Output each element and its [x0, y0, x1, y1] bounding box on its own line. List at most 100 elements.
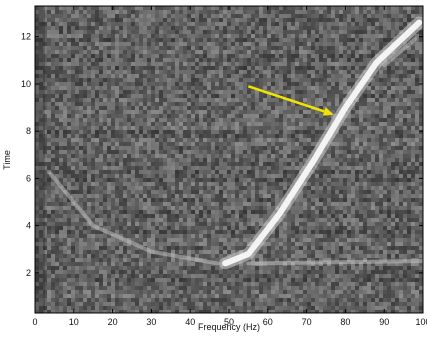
heatmap-cell — [271, 134, 275, 138]
heatmap-cell — [179, 10, 183, 14]
heatmap-cell — [171, 74, 175, 78]
heatmap-cell — [227, 94, 231, 98]
heatmap-cell — [231, 46, 235, 50]
heatmap-cell — [163, 114, 167, 118]
heatmap-cell — [419, 90, 423, 94]
heatmap-cell — [75, 198, 79, 202]
heatmap-cell — [187, 94, 191, 98]
heatmap-cell — [355, 38, 359, 42]
heatmap-cell — [143, 210, 147, 214]
heatmap-cell — [367, 22, 371, 26]
heatmap-cell — [163, 30, 167, 34]
heatmap-cell — [331, 6, 335, 10]
heatmap-cell — [323, 74, 327, 78]
heatmap-cell — [271, 82, 275, 86]
heatmap-cell — [135, 98, 139, 102]
heatmap-cell — [79, 78, 83, 82]
heatmap-cell — [159, 54, 163, 58]
heatmap-cell — [331, 206, 335, 210]
heatmap-cell — [247, 198, 251, 202]
heatmap-cell — [111, 102, 115, 106]
heatmap-cell — [371, 82, 375, 86]
heatmap-cell — [383, 114, 387, 118]
heatmap-cell — [163, 178, 167, 182]
heatmap-cell — [319, 30, 323, 34]
heatmap-cell — [115, 38, 119, 42]
heatmap-cell — [59, 62, 63, 66]
heatmap-cell — [211, 38, 215, 42]
heatmap-cell — [367, 174, 371, 178]
heatmap-cell — [299, 150, 303, 154]
heatmap-cell — [403, 194, 407, 198]
heatmap-cell — [403, 22, 407, 26]
heatmap-cell — [371, 78, 375, 82]
heatmap-cell — [279, 178, 283, 182]
heatmap-cell — [383, 186, 387, 190]
heatmap-cell — [323, 30, 327, 34]
heatmap-cell — [195, 50, 199, 54]
heatmap-cell — [347, 10, 351, 14]
heatmap-cell — [227, 46, 231, 50]
heatmap-cell — [351, 146, 355, 150]
heatmap-cell — [391, 134, 395, 138]
heatmap-cell — [407, 90, 411, 94]
heatmap-cell — [287, 74, 291, 78]
heatmap-cell — [179, 166, 183, 170]
heatmap-cell — [211, 58, 215, 62]
heatmap-cell — [111, 70, 115, 74]
heatmap-cell — [87, 106, 91, 110]
heatmap-cell — [339, 10, 343, 14]
heatmap-cell — [183, 6, 187, 10]
heatmap-cell — [275, 166, 279, 170]
heatmap-cell — [375, 158, 379, 162]
heatmap-cell — [51, 94, 55, 98]
heatmap-cell — [371, 202, 375, 206]
heatmap-cell — [63, 198, 67, 202]
heatmap-cell — [295, 154, 299, 158]
heatmap-cell — [335, 22, 339, 26]
heatmap-cell — [199, 66, 203, 70]
heatmap-cell — [151, 90, 155, 94]
heatmap-cell — [319, 106, 323, 110]
heatmap-cell — [387, 98, 391, 102]
heatmap-cell — [335, 74, 339, 78]
heatmap-cell — [167, 78, 171, 82]
heatmap-cell — [223, 178, 227, 182]
heatmap-cell — [123, 34, 127, 38]
heatmap-cell — [231, 98, 235, 102]
heatmap-cell — [131, 22, 135, 26]
heatmap-cell — [411, 198, 415, 202]
heatmap-cell — [139, 34, 143, 38]
heatmap-cell — [283, 170, 287, 174]
heatmap-cell — [375, 118, 379, 122]
heatmap-cell — [275, 82, 279, 86]
heatmap-cell — [55, 158, 59, 162]
heatmap-cell — [43, 54, 47, 58]
heatmap-cell — [51, 66, 55, 70]
heatmap-cell — [195, 138, 199, 142]
heatmap-cell — [39, 202, 43, 206]
heatmap-cell — [135, 14, 139, 18]
heatmap-cell — [343, 122, 347, 126]
heatmap-cell — [251, 58, 255, 62]
heatmap-cell — [215, 74, 219, 78]
heatmap-cell — [211, 86, 215, 90]
heatmap-cell — [111, 106, 115, 110]
heatmap-cell — [383, 74, 387, 78]
heatmap-cell — [411, 122, 415, 126]
heatmap-cell — [279, 10, 283, 14]
heatmap-cell — [87, 58, 91, 62]
heatmap-cell — [251, 138, 255, 142]
heatmap-cell — [135, 50, 139, 54]
heatmap-cell — [403, 122, 407, 126]
heatmap-cell — [275, 186, 279, 190]
heatmap-cell — [355, 106, 359, 110]
heatmap-cell — [123, 210, 127, 214]
heatmap-cell — [331, 198, 335, 202]
heatmap-cell — [63, 14, 67, 18]
heatmap-cell — [123, 182, 127, 186]
heatmap-cell — [195, 194, 199, 198]
heatmap-cell — [267, 62, 271, 66]
heatmap-cell — [279, 54, 283, 58]
heatmap-cell — [259, 134, 263, 138]
